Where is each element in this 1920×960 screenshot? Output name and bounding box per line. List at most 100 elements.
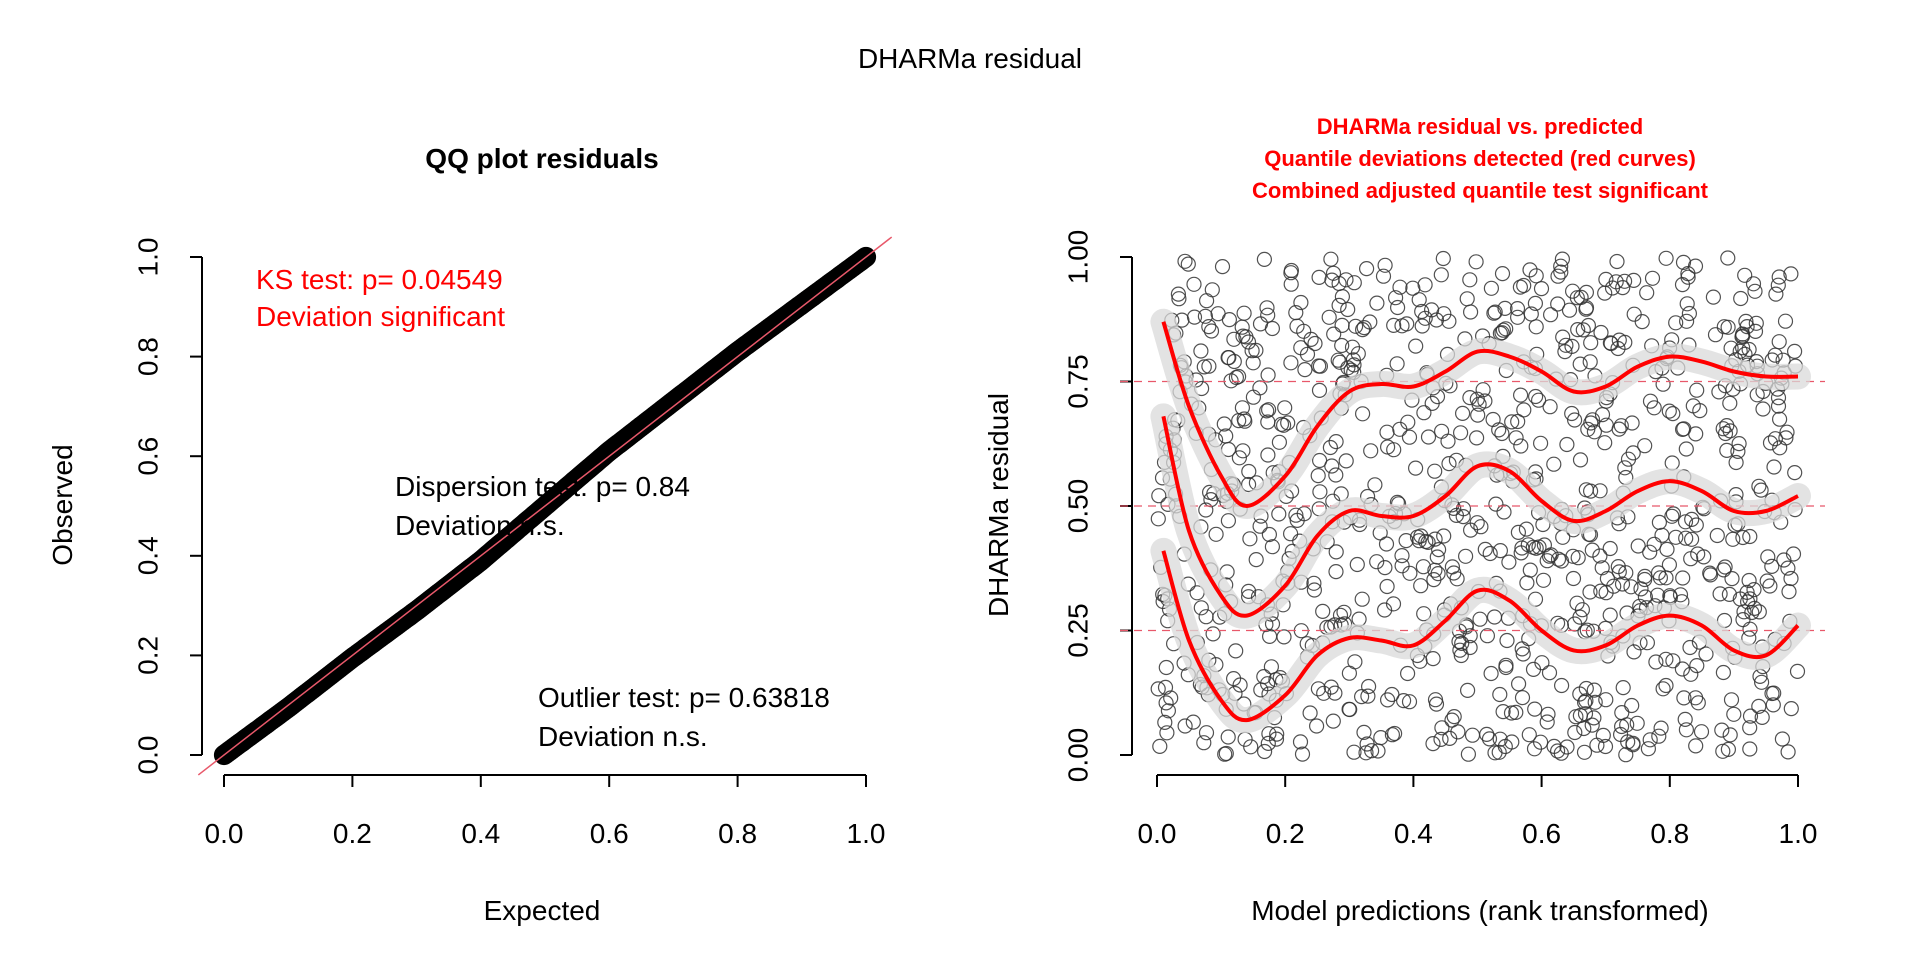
residual-point [1535,572,1552,588]
residual-point [1401,429,1418,445]
residual-point [1328,434,1344,450]
residual-point [1256,251,1273,267]
residual-point [1150,511,1166,527]
residual-point [1508,430,1524,446]
residual-point [1602,607,1618,623]
residual-point [1584,412,1601,428]
residual-point [1271,506,1287,522]
residual-point [1783,266,1799,282]
residual-point [1512,279,1529,295]
dispersion-test-text: Dispersion test: p= 0.84 [395,471,690,502]
residual-vs-predicted-panel: DHARMa residual vs. predicted Quantile d… [983,114,1825,926]
residual-point [1232,677,1248,693]
residual-point [1354,406,1371,422]
residual-point [1259,300,1275,316]
residual-point [1554,251,1571,267]
residual-point [1171,291,1187,307]
residual-point [1742,741,1758,757]
residual-point [1642,732,1658,748]
residual-point [1340,360,1356,376]
residual-point [1197,308,1214,324]
residual-point [1549,743,1566,759]
residual-point [1550,268,1566,284]
residual-point [1715,664,1732,681]
residual-point [1652,570,1669,586]
residual-point [1737,267,1753,283]
residual-point [1584,542,1600,558]
residual-point [1658,250,1674,266]
residual-point [1494,325,1510,341]
residual-point [1436,528,1452,544]
residual-point [1719,442,1735,458]
residual-point [1457,548,1474,564]
residual-point [1533,281,1550,297]
residual-point [1261,526,1278,543]
residual-point [1546,738,1562,755]
residual-point [1347,654,1363,670]
residual-point [1402,565,1418,581]
quantile-curve [1161,321,1799,509]
residual-point [1514,641,1530,657]
residual-point [1683,551,1699,567]
residual-y-axis-label: DHARMa residual [983,393,1014,617]
residual-point [1332,354,1348,370]
residual-point [1587,694,1603,710]
residual-point [1387,290,1404,306]
residual-point [1271,434,1288,450]
residual-point [1488,496,1504,512]
residual-point [1157,679,1174,696]
residual-point [1677,514,1694,530]
residual-point [1441,456,1457,472]
residual-point [1625,445,1641,461]
residual-point [1736,604,1752,620]
quantile-curve [1161,415,1799,618]
residual-point [1241,463,1257,480]
residual-point [1413,578,1429,594]
residual-point [1186,309,1203,325]
residual-point [1693,724,1710,740]
residual-point [1720,250,1736,266]
residual-point [1592,548,1608,564]
residual-point [1681,305,1698,322]
residual-point [1328,563,1344,580]
residual-point [1684,511,1700,528]
residual-point [1440,433,1456,449]
residual-point [1356,724,1372,741]
residual-point [1378,536,1395,552]
qq-x-tick-label: 0.2 [333,818,372,849]
residual-point [1392,421,1408,437]
residual-point [1252,518,1268,534]
residual-plot-title-line-1: DHARMa residual vs. predicted [1317,114,1643,139]
residual-point [1711,384,1727,400]
residual-point [1780,744,1796,760]
residual-point [1665,653,1681,669]
residual-point [1297,362,1313,378]
dispersion-deviation-text: Deviation n.s. [395,510,565,541]
residual-point [1739,319,1755,335]
residual-point [1177,253,1193,269]
residual-x-tick-label: 0.6 [1522,818,1561,849]
residual-point [1720,319,1736,335]
residual-point [1721,586,1738,603]
residual-point [1452,642,1468,658]
residual-point [1578,300,1595,316]
residual-point [1510,524,1527,541]
residual-point [1598,692,1614,708]
residual-point [1654,527,1670,543]
residual-y-tick-label: 0.50 [1062,479,1093,534]
residual-point [1542,399,1558,415]
residual-point [1369,554,1385,570]
residual-point [1639,635,1656,651]
residual-point [1676,421,1692,437]
residual-point [1492,686,1508,703]
residual-point [1689,657,1705,674]
residual-point [1386,725,1403,742]
residual-point [1460,746,1477,762]
residual-point [1264,616,1281,632]
residual-point [1433,731,1449,748]
residual-point [1346,275,1362,291]
residual-point [1307,335,1323,352]
residual-point [1230,368,1247,385]
residual-point [1680,269,1696,285]
residual-point [1583,335,1599,351]
